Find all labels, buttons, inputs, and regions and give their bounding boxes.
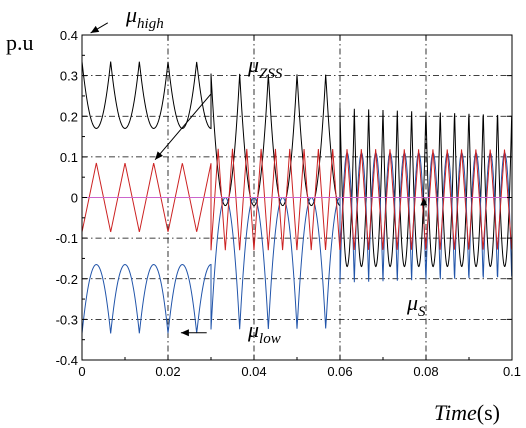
y-tick-label: 0.2 bbox=[60, 109, 78, 124]
y-tick-label: -0.2 bbox=[56, 272, 78, 287]
annotation-layer: μhigh μZSS μS μlow bbox=[125, 2, 426, 347]
annotation-mu-low-symbol: μ bbox=[247, 317, 259, 342]
annotation-mu-zss-subscript: ZSS bbox=[259, 66, 283, 82]
y-tick-labels: -0.4 -0.3 -0.2 -0.1 0 0.1 0.2 0.3 0.4 bbox=[56, 28, 78, 368]
arrow-mu-low bbox=[180, 329, 207, 337]
annotation-mu-s: μS bbox=[406, 290, 426, 320]
x-tick-labels: 0 0.02 0.04 0.06 0.08 0.1 bbox=[78, 364, 521, 379]
annotation-mu-high-subscript: high bbox=[137, 16, 164, 32]
y-tick-label: 0 bbox=[71, 191, 78, 206]
tick-layer bbox=[81, 34, 513, 361]
arrow-mu-zss bbox=[154, 93, 212, 161]
annotation-mu-zss: μZSS bbox=[247, 52, 283, 82]
x-tick-label: 0.02 bbox=[155, 364, 180, 379]
x-tick-label: 0.08 bbox=[413, 364, 438, 379]
y-tick-label: 0.4 bbox=[60, 28, 78, 43]
y-unit-label: p.u bbox=[6, 30, 34, 55]
x-axis-title: Time(s) bbox=[434, 400, 500, 425]
y-tick-label: 0.1 bbox=[60, 150, 78, 165]
x-axis-title-word: Time bbox=[434, 400, 477, 425]
series-layer bbox=[81, 61, 513, 334]
y-tick-label: -0.1 bbox=[56, 231, 78, 246]
x-tick-label: 0.04 bbox=[241, 364, 266, 379]
x-tick-label: 0.1 bbox=[503, 364, 521, 379]
annotation-mu-low-subscript: low bbox=[259, 331, 281, 347]
series-line-mu-high bbox=[81, 61, 513, 268]
series-line-mu-zss bbox=[81, 148, 513, 251]
arrow-mu-high bbox=[90, 22, 109, 34]
arrow-mu-s bbox=[420, 197, 428, 224]
annotation-mu-s-subscript: S bbox=[418, 304, 426, 320]
y-tick-label: -0.3 bbox=[56, 312, 78, 327]
x-axis-title-unit: (s) bbox=[477, 400, 500, 425]
annotation-mu-s-symbol: μ bbox=[406, 290, 418, 315]
arrow-layer bbox=[90, 22, 428, 337]
x-tick-label: 0 bbox=[78, 364, 85, 379]
annotation-mu-low: μlow bbox=[247, 317, 281, 347]
y-tick-label: -0.4 bbox=[56, 353, 78, 368]
y-tick-label: 0.3 bbox=[60, 69, 78, 84]
annotation-mu-high: μhigh bbox=[125, 2, 164, 32]
x-tick-label: 0.06 bbox=[327, 364, 352, 379]
annotation-mu-high-symbol: μ bbox=[125, 2, 137, 27]
annotation-mu-zss-symbol: μ bbox=[247, 52, 259, 77]
